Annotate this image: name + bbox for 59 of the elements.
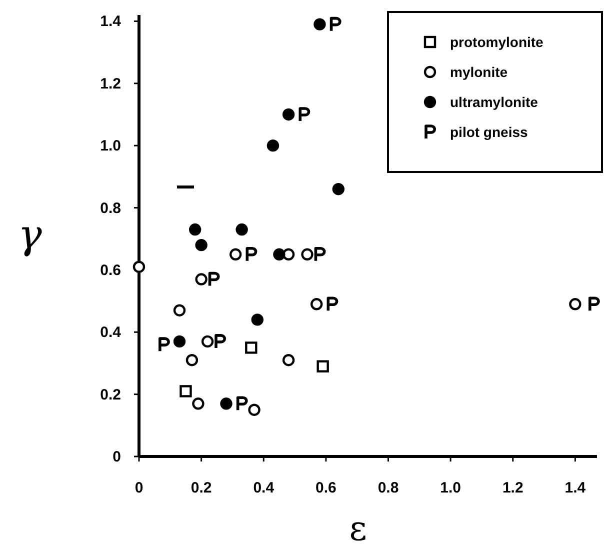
point [332, 183, 344, 196]
point [236, 223, 248, 236]
legend-label: pilot gneiss [450, 124, 528, 140]
point [192, 398, 204, 410]
point [236, 396, 248, 412]
point [195, 273, 208, 286]
point [195, 238, 208, 252]
point [588, 296, 600, 312]
point [201, 335, 214, 348]
point [229, 248, 242, 261]
point [246, 247, 258, 262]
point [188, 223, 202, 236]
y-tick-label: 0.4 [100, 324, 122, 342]
point [298, 107, 310, 122]
point [158, 337, 170, 352]
y-axis-title: γ [18, 212, 42, 258]
x-axis-title: ε [349, 509, 367, 549]
point [173, 335, 186, 348]
x-tick-label: 0.4 [253, 480, 275, 496]
point [220, 398, 232, 410]
point [314, 247, 326, 262]
y-tick-label: 1.4 [100, 13, 122, 30]
point [214, 334, 226, 350]
point [248, 404, 260, 416]
point [569, 298, 582, 310]
point [330, 16, 342, 32]
y-tick-label: 0.8 [100, 200, 121, 217]
x-tick-label: 1.2 [502, 480, 524, 496]
point [326, 296, 338, 312]
x-tick-label: 0.8 [378, 480, 399, 496]
point [273, 248, 286, 261]
x-tick-label: 1.4 [564, 480, 586, 496]
y-tick-label: 1.0 [100, 138, 121, 155]
y-tick-label: 1.2 [100, 75, 121, 92]
point [186, 354, 198, 366]
point [251, 314, 264, 326]
point [282, 248, 295, 261]
point [301, 248, 314, 261]
x-tick-label: 1.0 [440, 480, 461, 496]
point [266, 139, 280, 152]
point [314, 18, 326, 30]
point [310, 298, 323, 310]
point [316, 360, 329, 372]
point [173, 304, 186, 316]
legend-label: ultramylonite [450, 94, 538, 110]
point [282, 354, 295, 366]
legend-label: mylonite [450, 64, 508, 80]
point [245, 342, 258, 354]
point [208, 272, 220, 288]
legend-label: protomylonite [450, 34, 544, 50]
point [132, 260, 146, 273]
point [282, 108, 295, 121]
y-tick-label: 0 [112, 448, 121, 466]
x-tick-label: 0.2 [190, 480, 212, 496]
x-tick-label: 0.6 [316, 480, 336, 496]
point [180, 385, 192, 398]
y-tick-label: 0.2 [100, 386, 121, 404]
y-tick-label: 0.6 [100, 262, 121, 279]
x-tick-label: 0 [134, 480, 144, 496]
